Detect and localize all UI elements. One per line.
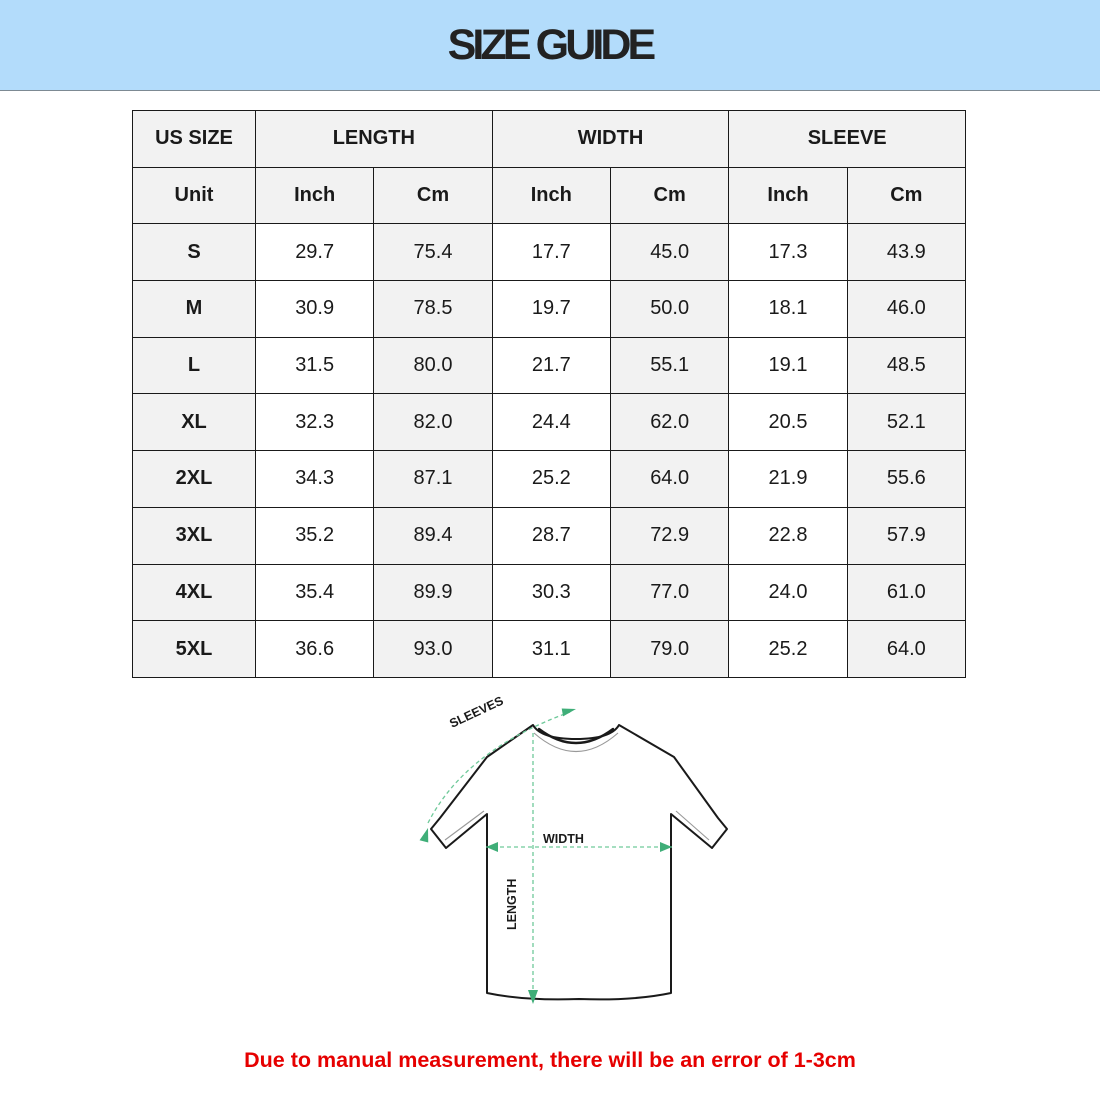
svg-text:LENGTH: LENGTH xyxy=(505,879,519,930)
svg-text:WIDTH: WIDTH xyxy=(543,832,584,846)
svg-text:SLEEVES: SLEEVES xyxy=(447,694,505,731)
